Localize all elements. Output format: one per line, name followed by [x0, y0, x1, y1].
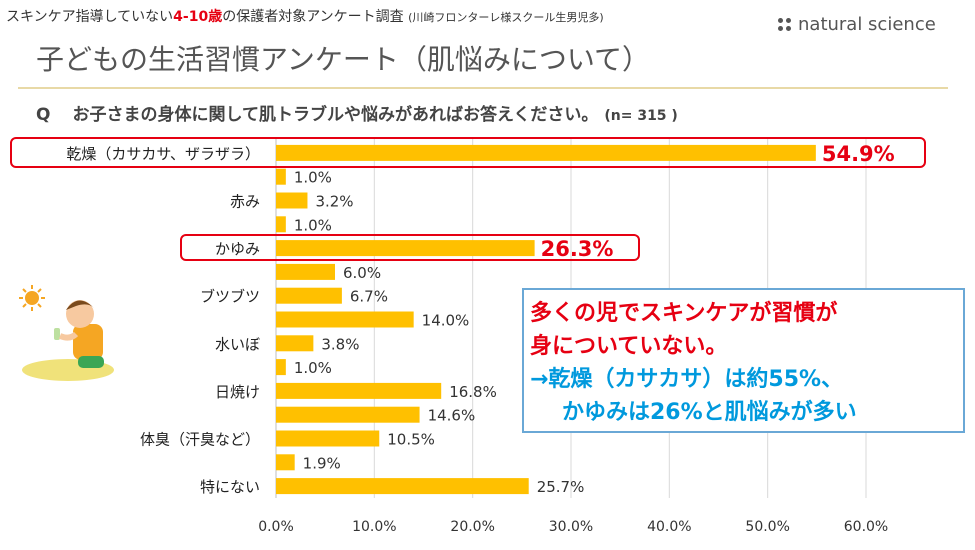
bar [276, 478, 529, 495]
page-title: 子どもの生活習慣アンケート（肌悩みについて） [36, 43, 651, 76]
category-label: 日焼け [215, 383, 260, 401]
bar [276, 168, 286, 185]
callout-line-4: かゆみは26%と肌悩みが多い [562, 400, 857, 425]
summary-callout: 多くの児でスキンケアが習慣が 身についていない。 →乾燥（カサカサ）は約55%、… [522, 288, 965, 433]
question: Q お子さまの身体に関して肌トラブルや悩みがあればお答えください。 (n= 315… [36, 100, 678, 125]
category-label: 赤み [230, 193, 260, 211]
caption-age: 4-10歳 [173, 9, 223, 25]
x-tick-label: 60.0% [844, 519, 888, 535]
data-label: 25.7% [537, 478, 585, 496]
bar [276, 192, 308, 209]
data-label: 6.7% [350, 288, 388, 306]
bar [276, 382, 442, 399]
brand-logo: natural science [778, 14, 936, 35]
data-label: 54.9% [822, 142, 895, 166]
x-tick-label: 50.0% [745, 519, 789, 535]
data-label: 26.3% [541, 237, 614, 261]
bar [276, 359, 286, 376]
x-tick-label: 40.0% [647, 519, 691, 535]
bar [276, 144, 816, 161]
x-tick-label: 0.0% [258, 519, 294, 535]
category-label: かゆみ [215, 240, 260, 258]
data-label: 1.9% [303, 454, 341, 472]
highlight-itchiness [180, 234, 640, 261]
data-label: 3.8% [321, 335, 359, 353]
category-label: 体臭（汗臭など） [140, 431, 260, 449]
data-label: 1.0% [294, 216, 332, 234]
callout-line-3: →乾燥（カサカサ）は約55%、 [530, 367, 844, 392]
callout-line-1: 多くの児でスキンケアが習慣が [530, 301, 838, 326]
caption-text: スキンケア指導していない [6, 9, 174, 25]
brand-name: natural science [798, 14, 936, 35]
category-label: 特にない [200, 478, 260, 496]
highlight-dryness [10, 137, 926, 168]
callout-line-2: 身についていない。 [530, 334, 728, 359]
caption-note: (川崎フロンターレ様スクール生男児多) [408, 11, 604, 24]
caption-text-post: の保護者対象アンケート調査 [222, 9, 404, 25]
category-label: 乾燥（カサカサ、ザラザラ） [66, 145, 260, 163]
data-label: 14.0% [422, 312, 470, 330]
survey-caption: スキンケア指導していない4-10歳の保護者対象アンケート調査 (川崎フロンターレ… [6, 6, 604, 26]
category-label: ブツブツ [200, 288, 260, 306]
sun-icon [19, 285, 45, 311]
data-label: 14.6% [428, 407, 476, 425]
data-label: 6.0% [343, 264, 381, 282]
x-tick-label: 20.0% [450, 519, 494, 535]
data-label: 10.5% [387, 431, 435, 449]
data-label: 16.8% [449, 383, 497, 401]
x-tick-label: 10.0% [352, 519, 396, 535]
bar [276, 406, 420, 423]
brand-dots-icon [778, 18, 792, 32]
bar [276, 335, 314, 352]
category-label: 水いぼ [215, 335, 260, 353]
x-tick-label: 30.0% [549, 519, 593, 535]
bar [276, 311, 414, 328]
question-label: Q [36, 105, 51, 125]
bar [276, 430, 380, 447]
bar [276, 454, 295, 471]
bar [276, 216, 286, 233]
child-illustration-icon [19, 285, 114, 381]
data-label: 1.0% [294, 169, 332, 187]
bar [276, 240, 535, 257]
data-label: 3.2% [315, 193, 353, 211]
sample-size: (n= 315 ) [604, 108, 678, 124]
bar [276, 263, 335, 280]
bar [276, 287, 342, 304]
question-text: お子さまの身体に関して肌トラブルや悩みがあればお答えください。 [72, 105, 599, 125]
title-divider [18, 87, 948, 89]
data-label: 1.0% [294, 359, 332, 377]
